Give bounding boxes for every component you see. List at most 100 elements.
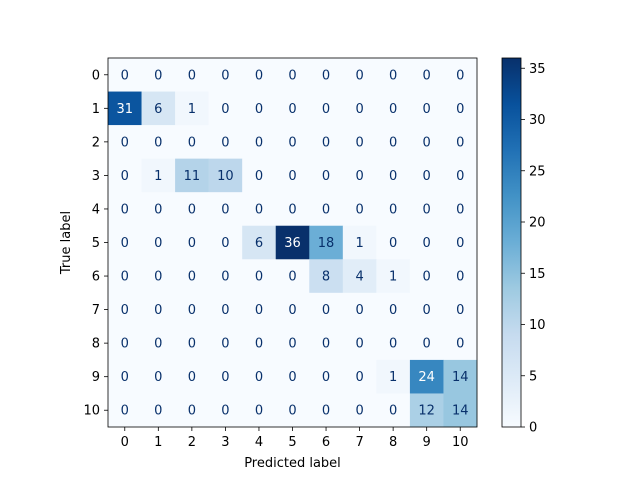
cell-value-label: 0 (322, 135, 330, 150)
heatmap-cell (175, 158, 209, 193)
cell-value-label: 10 (217, 169, 234, 184)
heatmap-cell (309, 192, 344, 227)
heatmap-cell (342, 158, 377, 193)
cell-value-label: 0 (423, 303, 431, 318)
heatmap-cell (443, 58, 478, 92)
cell-value-label: 0 (188, 404, 196, 419)
heatmap-cell (175, 359, 209, 394)
cell-value-label: 0 (154, 135, 162, 150)
heatmap-cell (108, 225, 142, 260)
cell-value-label: 0 (221, 68, 229, 83)
cell-value-label: 0 (322, 370, 330, 385)
cell-value-label: 0 (154, 270, 162, 285)
heatmap-cell (108, 158, 142, 193)
cell-value-label: 0 (423, 68, 431, 83)
cell-value-label: 12 (418, 404, 435, 419)
heatmap-cell (409, 158, 444, 193)
x-axis-label: Predicted label (244, 456, 341, 471)
y-tick-label: 10 (83, 404, 100, 419)
heatmap-cell (275, 359, 310, 394)
heatmap-cell (242, 225, 277, 260)
cell-value-label: 0 (389, 404, 397, 419)
heatmap-cell (275, 225, 310, 260)
heatmap-cell (443, 292, 478, 327)
y-tick-label: 4 (92, 202, 100, 217)
cell-value-label: 0 (154, 337, 162, 352)
cell-value-label: 0 (221, 236, 229, 251)
cell-value-label: 0 (255, 135, 263, 150)
heatmap-cell (443, 359, 478, 394)
y-tick-label: 6 (92, 270, 100, 285)
heatmap-cell (376, 225, 411, 260)
x-tick-label: 4 (255, 435, 263, 450)
heatmap-cell (443, 326, 478, 361)
x-tick-label: 5 (288, 435, 296, 450)
heatmap-cell (309, 125, 344, 159)
cell-value-label: 18 (318, 236, 335, 251)
heatmap-cell (108, 393, 142, 428)
cell-value-label: 0 (288, 370, 296, 385)
heatmap-cell (376, 292, 411, 327)
cell-value-label: 1 (389, 270, 397, 285)
heatmap-cell (175, 91, 209, 126)
heatmap-cell (175, 225, 209, 260)
cell-value-label: 0 (389, 202, 397, 217)
x-tick-label: 8 (389, 435, 397, 450)
cell-value-label: 0 (322, 169, 330, 184)
heatmap-cell (376, 192, 411, 227)
cell-value-label: 0 (121, 68, 129, 83)
cell-value-label: 0 (389, 303, 397, 318)
heatmap-cell (309, 292, 344, 327)
cell-value-label: 0 (389, 102, 397, 117)
x-tick-label: 6 (322, 435, 330, 450)
cell-value-label: 0 (255, 337, 263, 352)
cell-value-label: 0 (255, 169, 263, 184)
heatmap-cell (175, 292, 209, 327)
cell-value-label: 0 (355, 102, 363, 117)
cell-value-label: 31 (116, 102, 133, 117)
cell-value-label: 0 (221, 404, 229, 419)
cell-value-label: 0 (456, 202, 464, 217)
x-tick-label: 7 (355, 435, 363, 450)
cell-value-label: 14 (452, 370, 469, 385)
heatmap-cell (443, 192, 478, 227)
heatmap-cells: 0 0 0 0 0 0 0 0 0 0 031 6 1 0 0 0 0 0 0 0 00 0 0 0 0 0 0 0 0 0 00 1 11 10… (108, 58, 478, 428)
cell-value-label: 0 (221, 337, 229, 352)
cell-value-label: 0 (188, 270, 196, 285)
cell-value-label: 0 (221, 102, 229, 117)
cell-value-label: 0 (154, 404, 162, 419)
cell-value-label: 0 (221, 303, 229, 318)
cell-value-label: 0 (154, 370, 162, 385)
cell-value-label: 0 (121, 202, 129, 217)
heatmap-cell (275, 125, 310, 159)
cell-value-label: 0 (288, 102, 296, 117)
x-tick-label: 1 (154, 435, 162, 450)
heatmap-cell (342, 259, 377, 294)
heatmap-cell (409, 292, 444, 327)
heatmap-cell (141, 292, 176, 327)
cell-value-label: 0 (121, 270, 129, 285)
cell-value-label: 0 (221, 135, 229, 150)
cell-value-label: 0 (389, 337, 397, 352)
heatmap-cell (108, 259, 142, 294)
cell-value-label: 0 (456, 303, 464, 318)
heatmap-cell (208, 259, 243, 294)
heatmap-cell (309, 225, 344, 260)
heatmap-cell (342, 292, 377, 327)
cell-value-label: 0 (355, 404, 363, 419)
cell-value-label: 0 (423, 270, 431, 285)
heatmap-cell (443, 125, 478, 159)
y-tick-label: 5 (92, 236, 100, 251)
cell-value-label: 0 (221, 202, 229, 217)
heatmap-cell (208, 359, 243, 394)
heatmap-cell (108, 326, 142, 361)
heatmap-cell (242, 359, 277, 394)
cell-value-label: 0 (154, 68, 162, 83)
cell-value-label: 0 (255, 202, 263, 217)
cell-value-label: 0 (288, 404, 296, 419)
cell-value-label: 0 (255, 370, 263, 385)
cell-value-label: 0 (154, 202, 162, 217)
cell-value-label: 0 (355, 202, 363, 217)
y-tick-label: 9 (92, 370, 100, 385)
